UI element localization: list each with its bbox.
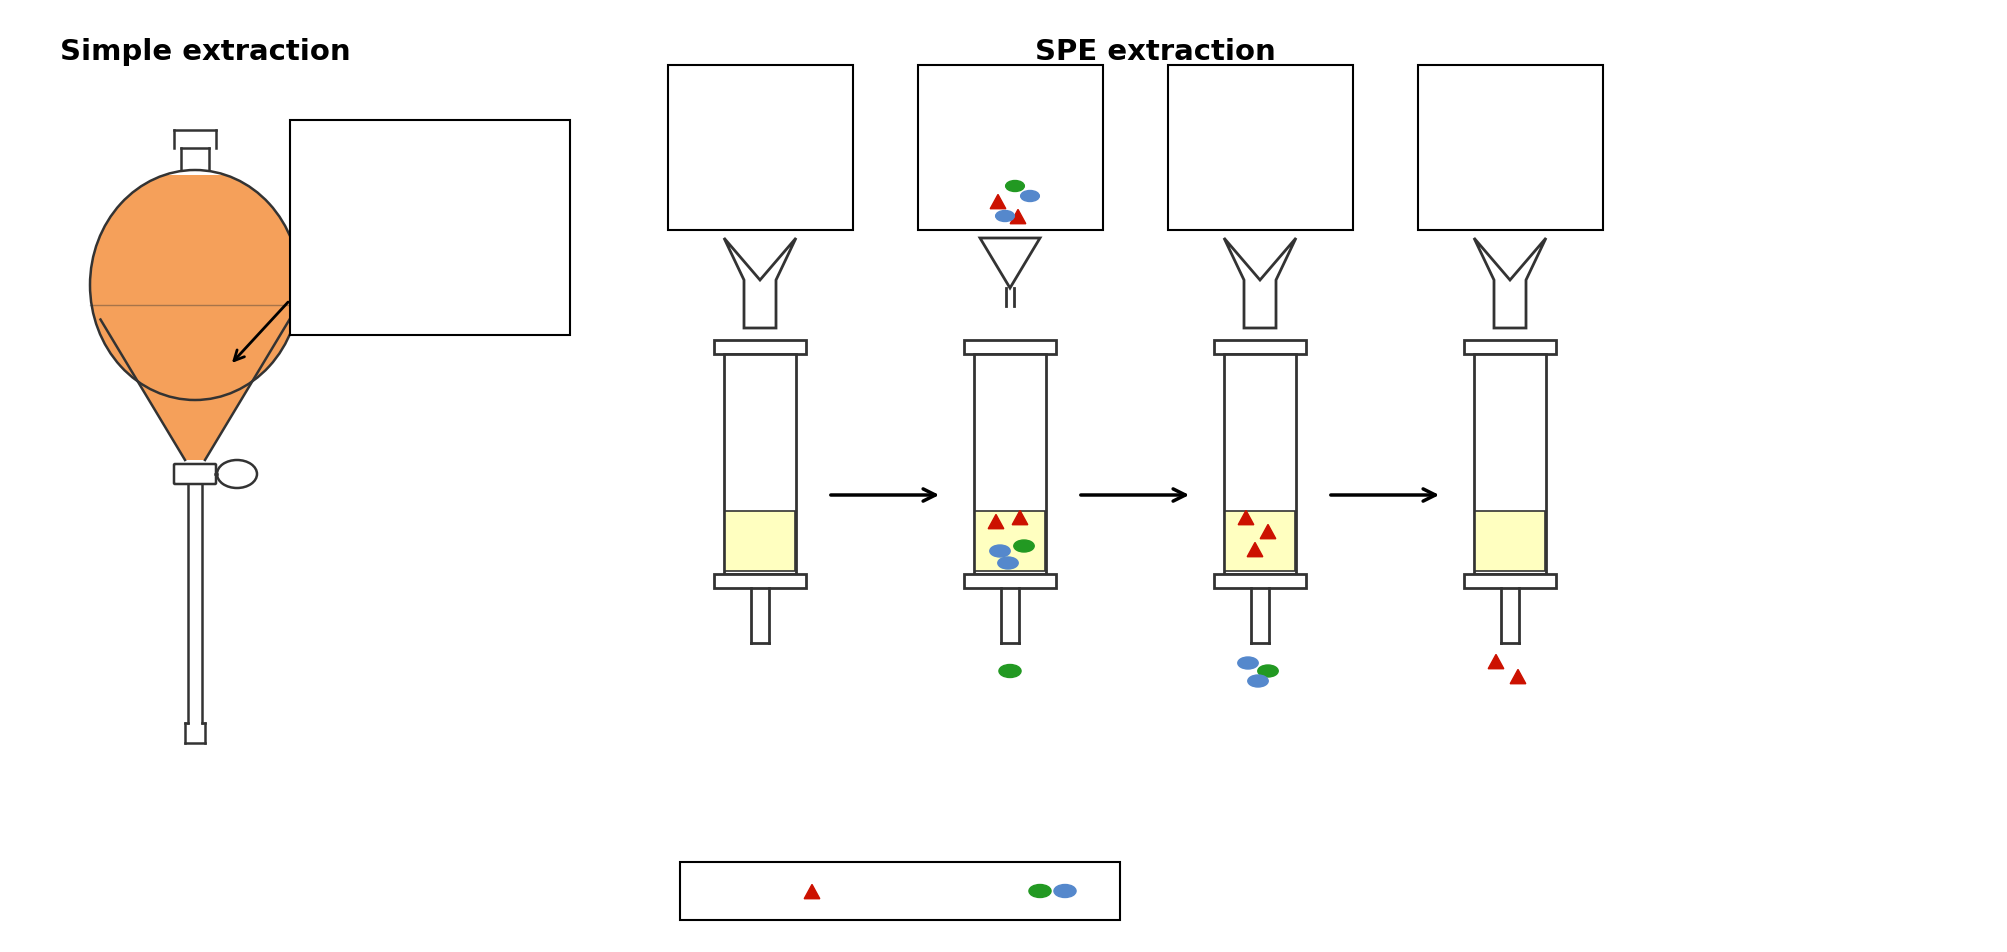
- FancyBboxPatch shape: [917, 65, 1102, 230]
- Polygon shape: [989, 194, 1006, 208]
- FancyBboxPatch shape: [714, 574, 807, 588]
- Text: triplicate extraction: triplicate extraction: [301, 240, 474, 258]
- Ellipse shape: [1014, 540, 1034, 552]
- Ellipse shape: [1238, 657, 1258, 669]
- FancyBboxPatch shape: [963, 340, 1056, 354]
- FancyBboxPatch shape: [1224, 354, 1297, 574]
- FancyBboxPatch shape: [1224, 511, 1295, 571]
- Text: 80% methanol or 80% ethanol: 80% methanol or 80% ethanol: [301, 170, 568, 188]
- Text: Simple extraction: Simple extraction: [60, 38, 351, 66]
- Text: Solvents: methanol, ethanol,: Solvents: methanol, ethanol,: [301, 135, 554, 153]
- FancyBboxPatch shape: [668, 65, 853, 230]
- FancyBboxPatch shape: [975, 511, 1046, 571]
- FancyBboxPatch shape: [725, 511, 795, 571]
- Polygon shape: [1224, 238, 1297, 328]
- Ellipse shape: [1030, 884, 1052, 898]
- Text: solvent: solvent: [391, 211, 438, 224]
- FancyBboxPatch shape: [1214, 574, 1307, 588]
- Polygon shape: [1509, 669, 1525, 684]
- Polygon shape: [1260, 525, 1276, 539]
- FancyBboxPatch shape: [714, 340, 807, 354]
- FancyBboxPatch shape: [1463, 340, 1555, 354]
- Text: Elution:
20 mL
methanol: Elution: 20 mL methanol: [1465, 116, 1555, 179]
- Polygon shape: [100, 320, 289, 460]
- Ellipse shape: [1022, 190, 1040, 202]
- Polygon shape: [725, 238, 797, 328]
- FancyBboxPatch shape: [963, 574, 1056, 588]
- Text: Interferents: Interferents: [845, 882, 977, 901]
- Polygon shape: [805, 884, 819, 899]
- FancyBboxPatch shape: [725, 354, 797, 574]
- Text: Conditioning:
5 mL methanol
and hexane: Conditioning: 5 mL methanol and hexane: [688, 116, 831, 179]
- Text: /v: /v: [373, 205, 389, 223]
- Ellipse shape: [1248, 675, 1268, 687]
- Ellipse shape: [90, 170, 299, 400]
- FancyBboxPatch shape: [1475, 511, 1545, 571]
- Polygon shape: [1246, 543, 1262, 557]
- FancyBboxPatch shape: [1168, 65, 1353, 230]
- FancyBboxPatch shape: [1463, 574, 1555, 588]
- Ellipse shape: [999, 664, 1022, 678]
- FancyBboxPatch shape: [680, 862, 1120, 920]
- Polygon shape: [987, 514, 1004, 528]
- Text: Sample
addition:
20 g oil: 20 mL
hexane: Sample addition: 20 g oil: 20 mL hexane: [939, 105, 1080, 190]
- Polygon shape: [1010, 209, 1026, 224]
- FancyBboxPatch shape: [90, 125, 299, 175]
- Ellipse shape: [1258, 665, 1278, 677]
- Text: Washing:
three times;
2.5 mL
n-hexane: Washing: three times; 2.5 mL n-hexane: [1202, 105, 1317, 190]
- FancyBboxPatch shape: [1214, 340, 1307, 354]
- Polygon shape: [1473, 238, 1545, 328]
- Text: Analyte: Analyte: [698, 882, 783, 901]
- Ellipse shape: [1006, 181, 1024, 191]
- Polygon shape: [1238, 510, 1254, 525]
- Ellipse shape: [995, 210, 1014, 222]
- Ellipse shape: [989, 545, 1010, 557]
- FancyBboxPatch shape: [1417, 65, 1602, 230]
- FancyBboxPatch shape: [1473, 354, 1545, 574]
- Polygon shape: [1012, 510, 1028, 525]
- FancyBboxPatch shape: [289, 120, 570, 335]
- Text: oil: oil: [353, 211, 369, 224]
- Ellipse shape: [217, 460, 257, 488]
- Polygon shape: [1489, 654, 1503, 668]
- Text: SPE extraction: SPE extraction: [1036, 38, 1274, 66]
- Ellipse shape: [1054, 884, 1076, 898]
- Ellipse shape: [997, 557, 1018, 569]
- Polygon shape: [979, 238, 1040, 288]
- Text: Total time of extraction: 1.5 h: Total time of extraction: 1.5 h: [301, 275, 560, 293]
- FancyBboxPatch shape: [973, 354, 1046, 574]
- Text: [mg/mL]: [mg/mL]: [450, 205, 530, 223]
- Text: 1:3 m: 1:3 m: [301, 205, 353, 223]
- Text: (3x30 min): (3x30 min): [301, 310, 397, 328]
- FancyBboxPatch shape: [175, 464, 217, 484]
